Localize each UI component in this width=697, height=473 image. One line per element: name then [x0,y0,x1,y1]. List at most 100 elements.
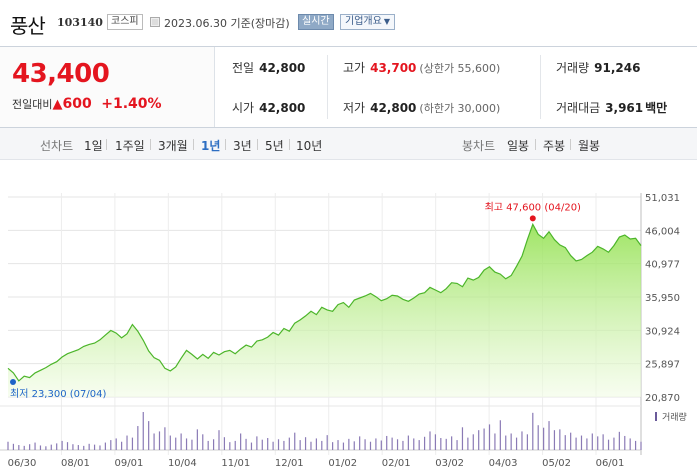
separator [150,139,151,150]
volume-bar [229,442,231,450]
period-bar: 선차트 1일 1주일 3개월 1년 3년 5년 10년 봉차트 일봉 주봉 월봉 [0,128,697,160]
open-label: 시가 [232,101,255,115]
low-price: 저가 42,800 (하한가 30,000) [343,99,500,116]
volume-bar [294,432,296,450]
volume-bar [380,440,382,450]
volume-bar [602,434,604,450]
volume-bar [402,440,404,450]
x-tick-label: 10/04 [168,458,197,469]
period-3y[interactable]: 3년 [233,139,252,153]
volume-bar [261,439,263,450]
trade-amount: 거래대금 3,961 백만 [556,99,667,116]
volume-bar [375,438,377,450]
volume-bar [337,440,339,450]
volume-bar [158,431,161,450]
volume-bar [164,427,166,450]
lower-limit: (하한가 30,000) [419,102,501,115]
volume-bar [591,433,593,450]
amount-unit: 백만 [645,101,668,115]
price-summary: 43,400 전일대비▲600 +1.40% 전일 42,800 시가 42,800… [0,46,697,128]
volume-bar [218,430,220,450]
high-label: 고가 [343,61,366,75]
line-chart-label: 선차트 [40,139,74,153]
price-change: 전일대비▲600 +1.40% [12,96,162,112]
volume-bar [115,438,117,450]
low-label: 저가 [343,101,366,115]
period-10y[interactable]: 10년 [296,139,323,153]
x-tick-label: 01/02 [328,458,357,469]
candle-weekly[interactable]: 주봉 [543,139,566,153]
volume-bar [148,421,150,450]
volume-bar [359,436,361,450]
period-3m[interactable]: 3개월 [158,139,188,153]
volume-label: 거래량 [556,61,590,75]
y-tick-label: 51,031 [645,193,680,204]
volume-bar [50,444,52,450]
amount-value: 3,961 [605,101,644,115]
volume-bar [559,429,561,450]
volume-bar [548,421,550,450]
prev-value: 42,800 [259,61,306,75]
separator [193,139,194,150]
volume-bar [586,438,588,450]
volume-bar [386,435,388,450]
volume-bar [18,445,20,450]
period-1y[interactable]: 1년 [201,139,221,153]
volume-bar [494,433,496,450]
volume-bar [353,441,355,450]
up-arrow-icon: ▲ [52,97,63,112]
volume-bar [121,441,123,450]
volume-bar [478,430,480,450]
volume-bar [169,435,171,450]
amount-label: 거래대금 [556,101,601,115]
volume-bar [126,435,128,450]
candle-monthly[interactable]: 월봉 [578,139,601,153]
volume-label: 거래량 [662,411,687,423]
volume-bar [553,430,556,450]
volume-bar [456,440,458,450]
period-1w[interactable]: 1주일 [115,139,145,153]
volume-bar [624,435,626,450]
volume-bar [83,445,85,450]
volume-bar [451,436,453,450]
period-5y[interactable]: 5년 [265,139,284,153]
candle-daily[interactable]: 일봉 [507,139,530,153]
volume-bar [299,440,301,450]
volume-bar [223,437,226,450]
volume-bar [429,431,431,450]
period-1d[interactable]: 1일 [84,139,103,153]
volume-bar [575,437,577,450]
volume-bar [77,445,79,450]
volume-bar [283,440,285,450]
volume-bar [104,442,106,450]
separator [289,139,290,150]
volume-bar [537,425,539,450]
price-chart[interactable]: 51,031 46,004 40,977 35,950 30,924 25,897 20,8… [0,170,697,473]
volume-bar [256,436,258,450]
chart-markers: 최고 47,600 (04/20) 최저 23,300 (07/04) [10,201,581,400]
stock-name[interactable]: 풍산 [10,14,46,38]
prev-close: 전일 42,800 [232,59,305,76]
volume-bar [66,442,69,450]
prev-label: 전일 [232,61,255,75]
volume-bar [110,440,112,450]
volume-bar [580,435,583,450]
volume-bar [521,431,523,450]
volume-bar [304,437,307,450]
realtime-button[interactable]: 실시간 [298,14,334,30]
volume-bar [207,440,209,450]
volume-bar [629,438,631,450]
volume-bar [597,436,599,450]
volume-bar [45,446,47,450]
company-overview-button[interactable]: 기업개요 ▼ [340,14,395,30]
volume-bar [137,426,139,450]
y-axis: 51,031 46,004 40,977 35,950 30,924 25,897 20,8… [645,193,680,404]
volume-bar [461,427,464,450]
diff-value: 600 [62,96,92,112]
x-tick-label: 11/01 [221,458,250,469]
x-tick-label: 03/02 [435,458,464,469]
volume-bar [505,435,507,450]
volume-bar [440,438,442,450]
volume-bar [175,437,177,450]
volume-bar [418,440,420,450]
